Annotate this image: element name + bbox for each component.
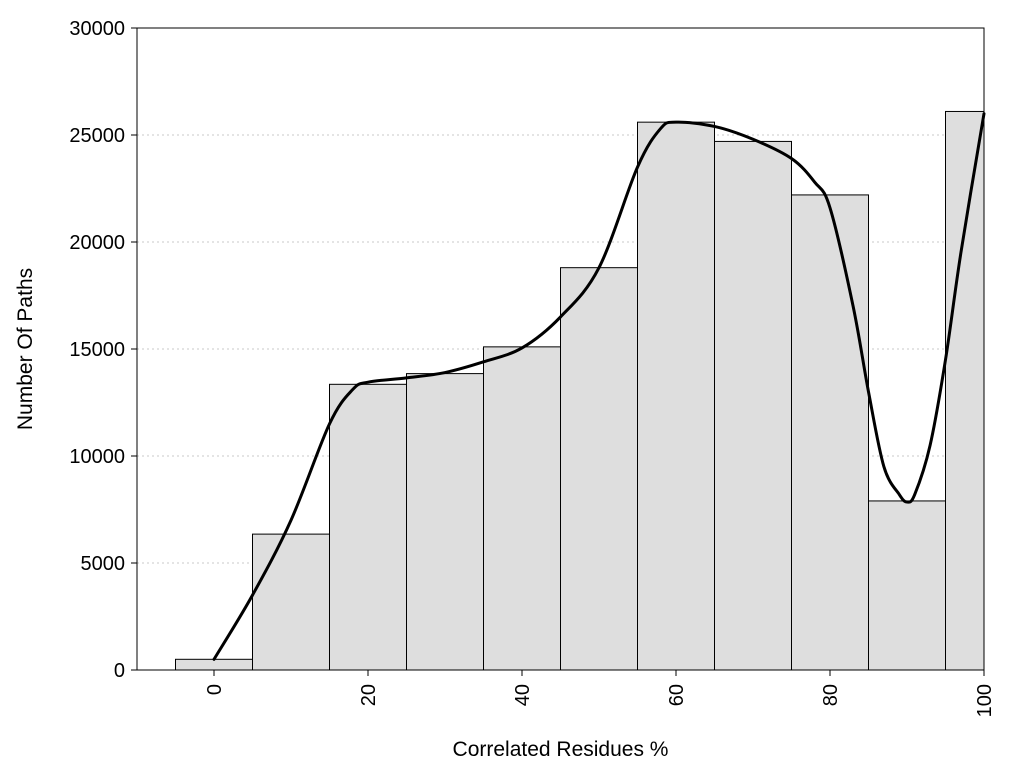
histogram-bar — [175, 658, 253, 671]
histogram-bar — [637, 121, 715, 671]
histogram-bar — [791, 194, 869, 671]
y-tick-label: 5000 — [81, 553, 126, 575]
histogram-bar — [945, 110, 985, 671]
y-tick-label: 30000 — [69, 18, 125, 40]
histogram-bar — [329, 383, 407, 671]
histogram-bar — [252, 533, 330, 671]
x-axis-title: Correlated Residues % — [453, 738, 669, 761]
bar-layer — [175, 110, 985, 671]
histogram-bar — [560, 267, 638, 671]
histogram-bar — [714, 140, 792, 671]
y-tick-label: 0 — [114, 660, 125, 682]
y-tick-label: 15000 — [69, 339, 125, 361]
y-tick-label: 20000 — [69, 232, 125, 254]
histogram-bar — [868, 500, 946, 671]
x-tick-label: 40 — [512, 684, 534, 706]
x-tick-label: 60 — [666, 684, 688, 706]
x-tick-label: 100 — [974, 684, 996, 717]
y-tick-label: 25000 — [69, 125, 125, 147]
y-axis-title: Number Of Paths — [14, 268, 37, 430]
y-tick-label: 10000 — [69, 446, 125, 468]
x-tick-label: 20 — [358, 684, 380, 706]
histogram-bar — [406, 373, 484, 671]
axis-layer: 0 5000 10000 15000 20000 25000 30000 0 20 40 60 80 1… — [69, 18, 996, 717]
curve-layer — [212, 112, 986, 661]
x-tick-label: 80 — [820, 684, 842, 706]
histogram-bar — [483, 346, 561, 671]
smooth-curve-line — [212, 112, 986, 661]
x-tick-label: 0 — [204, 684, 226, 695]
